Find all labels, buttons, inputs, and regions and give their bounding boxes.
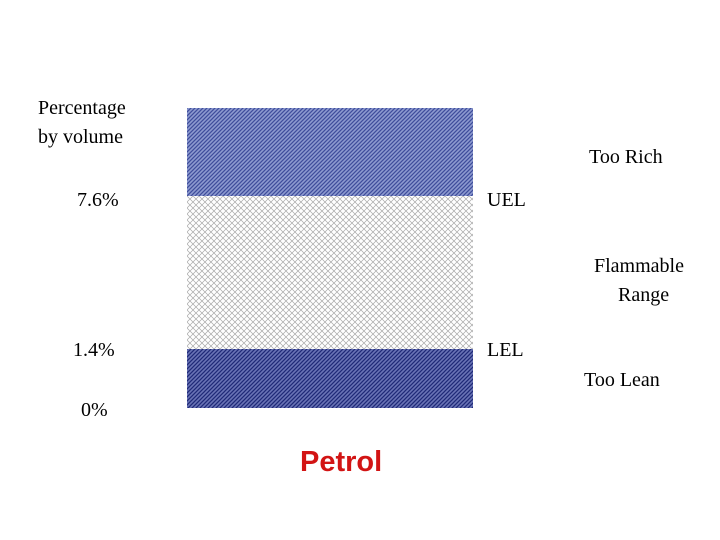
too-rich-band [187, 108, 473, 196]
upper-value-label: 7.6% [77, 189, 119, 211]
too-rich-hatch [187, 108, 473, 196]
lel-label: LEL [487, 339, 524, 361]
flammable-range-label-line2: Range [618, 284, 670, 306]
flammable-range-hatch [187, 196, 473, 349]
zero-value-label: 0% [81, 399, 108, 421]
flammable-range-label-line1: Flammable [594, 255, 684, 277]
flammable-range-band [187, 196, 473, 349]
lower-value-label: 1.4% [73, 339, 115, 361]
too-lean-label: Too Lean [584, 369, 660, 391]
too-rich-label: Too Rich [589, 146, 663, 168]
axis-title-line1: Percentage [38, 97, 126, 119]
uel-label: UEL [487, 189, 526, 211]
too-lean-hatch [187, 349, 473, 408]
flammability-bar [187, 108, 473, 408]
too-lean-band [187, 349, 473, 408]
axis-title-line2: by volume [38, 126, 123, 148]
fuel-name-label: Petrol [300, 446, 383, 478]
